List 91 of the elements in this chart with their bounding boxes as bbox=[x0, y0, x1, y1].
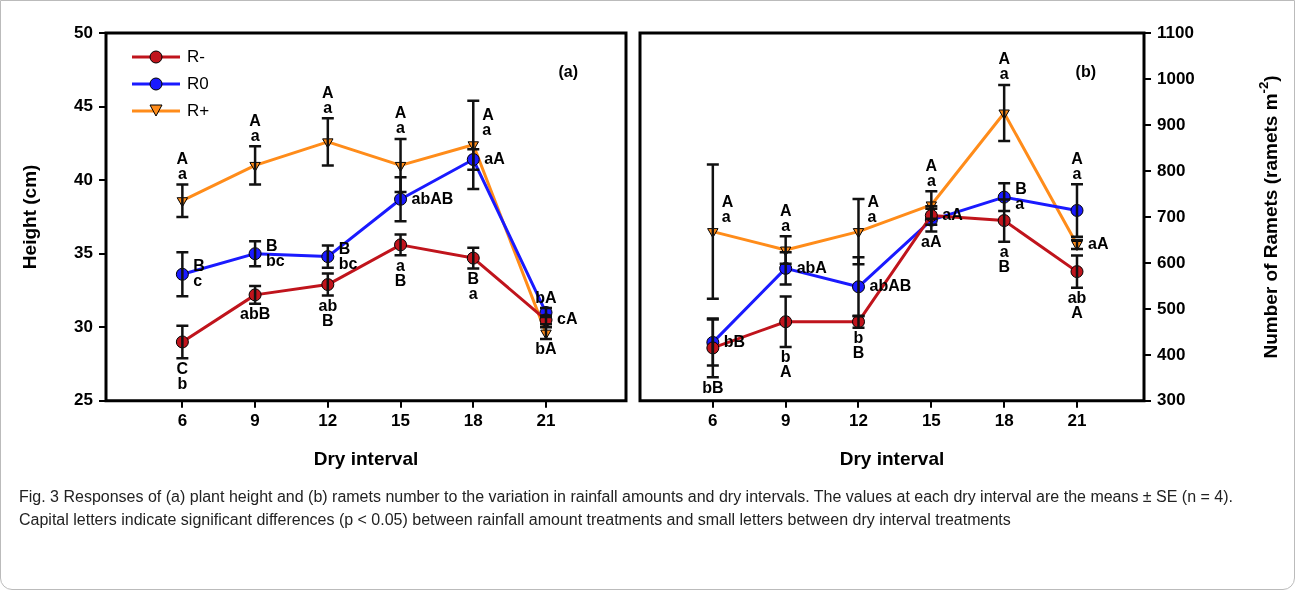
x-axis-title: Dry interval bbox=[313, 447, 419, 469]
annotation: A bbox=[779, 201, 792, 219]
annotation: a bbox=[482, 121, 492, 139]
x-tick-label: 9 bbox=[780, 410, 791, 430]
annotation: aA bbox=[484, 149, 506, 167]
annotation: a bbox=[323, 98, 333, 116]
x-axis-title: Dry interval bbox=[839, 447, 945, 469]
x-tick-label: 6 bbox=[177, 410, 188, 430]
annotation: bA bbox=[535, 340, 558, 358]
y-tick-label: 30 bbox=[74, 316, 93, 336]
annotation: a bbox=[781, 216, 791, 234]
y-tick-label: 500 bbox=[1157, 298, 1186, 318]
annotation: aA bbox=[1087, 234, 1109, 252]
y-axis-title: Height (cm) bbox=[19, 164, 41, 270]
y-tick-label: 600 bbox=[1157, 252, 1186, 272]
y-tick-label: 35 bbox=[74, 243, 93, 263]
annotation: a bbox=[999, 243, 1009, 261]
x-tick-label: 21 bbox=[1067, 410, 1087, 430]
annotation: a bbox=[177, 164, 187, 182]
legend-label: R+ bbox=[187, 100, 210, 123]
annotation: a bbox=[468, 284, 478, 302]
x-tick-label: 21 bbox=[536, 410, 556, 430]
y-tick-label: 400 bbox=[1157, 344, 1186, 364]
annotation: abB bbox=[239, 305, 271, 323]
annotation: a bbox=[721, 208, 731, 226]
y-tick-label: 25 bbox=[74, 390, 93, 410]
annotation: abAB bbox=[411, 189, 454, 207]
annotation: A bbox=[322, 83, 335, 101]
annotation: cA bbox=[557, 310, 578, 328]
annotation: (b) bbox=[1075, 63, 1096, 81]
annotation: A bbox=[998, 50, 1011, 68]
y-tick-label: 40 bbox=[74, 169, 93, 189]
annotation: B bbox=[1015, 180, 1027, 198]
annotation: aA bbox=[921, 233, 942, 251]
y-tick-label: 900 bbox=[1157, 114, 1186, 134]
annotation: b bbox=[780, 348, 791, 366]
annotation: aA bbox=[942, 205, 964, 223]
annotation: B bbox=[266, 236, 278, 254]
annotation: A bbox=[721, 193, 734, 211]
annotation: a bbox=[999, 65, 1009, 83]
x-tick-label: 18 bbox=[463, 410, 483, 430]
annotation: A bbox=[1071, 304, 1084, 322]
annotation: A bbox=[925, 156, 938, 174]
annotation: B bbox=[852, 344, 865, 362]
annotation: A bbox=[482, 106, 495, 124]
legend-label: R0 bbox=[187, 73, 209, 96]
annotation: C bbox=[176, 359, 189, 377]
y-tick-label: 1100 bbox=[1157, 22, 1194, 42]
x-tick-label: 15 bbox=[391, 410, 411, 430]
annotation: A bbox=[779, 363, 792, 381]
annotation: (a) bbox=[558, 63, 578, 81]
x-tick-label: 6 bbox=[708, 410, 718, 430]
y-axis-title: Number of Ramets (ramets m-2) bbox=[1256, 75, 1282, 359]
y-tick-label: 50 bbox=[74, 22, 93, 42]
annotation: bB bbox=[702, 378, 724, 396]
x-tick-label: 15 bbox=[921, 410, 941, 430]
annotation: a bbox=[250, 126, 260, 144]
annotation: a bbox=[1072, 164, 1082, 182]
annotation: bc bbox=[338, 254, 358, 272]
y-tick-label: 800 bbox=[1157, 160, 1186, 180]
annotation: A bbox=[867, 193, 880, 211]
annotation: a bbox=[867, 208, 877, 226]
legend-label: R- bbox=[187, 46, 205, 68]
annotation: a bbox=[926, 171, 936, 189]
annotation: c bbox=[193, 272, 203, 290]
annotation: ab bbox=[318, 297, 338, 315]
annotation: B bbox=[338, 239, 351, 257]
annotation: B bbox=[394, 271, 407, 289]
annotation: ab bbox=[1067, 289, 1087, 307]
annotation: a bbox=[396, 119, 406, 137]
annotation: abA bbox=[796, 258, 828, 276]
annotation: b bbox=[853, 329, 864, 347]
annotation: B bbox=[322, 312, 334, 330]
y-tick-label: 1000 bbox=[1157, 68, 1195, 88]
annotation: bc bbox=[266, 251, 285, 269]
y-tick-label: 45 bbox=[74, 96, 93, 116]
annotation: a bbox=[396, 256, 406, 274]
annotation: B bbox=[467, 269, 480, 287]
annotation: b bbox=[177, 374, 188, 392]
annotation: A bbox=[249, 111, 262, 129]
caption: Fig. 3 Responses of (a) plant height and (b) ramets number to the variation in rainfall amounts and dry intervals. The values at each dry interval are the means ± SE (n = 4). Capital letters indicate significant differences (p < 0.05) between rainfall amount treatments and small letters between dry interval treatments bbox=[19, 487, 1234, 531]
annotation: A bbox=[394, 104, 407, 122]
x-tick-label: 18 bbox=[994, 410, 1014, 430]
x-tick-label: 12 bbox=[849, 410, 868, 430]
annotation: A bbox=[176, 149, 189, 167]
y-tick-label: 300 bbox=[1157, 390, 1186, 410]
annotation: B bbox=[998, 258, 1010, 276]
y-tick-label: 700 bbox=[1157, 206, 1186, 226]
annotation: A bbox=[1071, 149, 1084, 167]
x-tick-label: 9 bbox=[250, 410, 260, 430]
x-tick-label: 12 bbox=[318, 410, 338, 430]
